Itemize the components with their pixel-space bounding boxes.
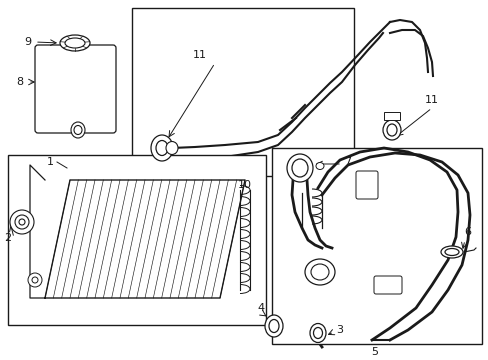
Ellipse shape: [71, 122, 85, 138]
Ellipse shape: [74, 126, 82, 135]
Bar: [132, 8, 353, 176]
Circle shape: [19, 219, 25, 225]
Ellipse shape: [151, 135, 173, 161]
Ellipse shape: [440, 246, 462, 258]
Ellipse shape: [386, 124, 396, 136]
Ellipse shape: [310, 264, 328, 280]
Text: 7: 7: [344, 157, 351, 167]
Circle shape: [32, 277, 38, 283]
Ellipse shape: [286, 154, 312, 182]
Ellipse shape: [315, 162, 324, 170]
FancyBboxPatch shape: [355, 171, 377, 199]
Ellipse shape: [309, 324, 325, 342]
Ellipse shape: [268, 320, 279, 333]
Bar: [271, 148, 481, 344]
Ellipse shape: [305, 259, 334, 285]
Text: 2: 2: [4, 233, 12, 243]
Text: 1: 1: [46, 157, 53, 167]
Ellipse shape: [156, 140, 168, 156]
Text: 11: 11: [193, 50, 206, 60]
Text: 3: 3: [336, 325, 343, 335]
FancyBboxPatch shape: [35, 45, 116, 133]
FancyBboxPatch shape: [373, 276, 401, 294]
Ellipse shape: [264, 315, 283, 337]
Ellipse shape: [382, 120, 400, 140]
Text: 4: 4: [257, 303, 264, 313]
Text: 11: 11: [424, 95, 438, 105]
Text: 9: 9: [24, 37, 32, 47]
Ellipse shape: [313, 328, 322, 338]
Circle shape: [28, 273, 42, 287]
Circle shape: [15, 215, 29, 229]
Text: 8: 8: [17, 77, 23, 87]
Ellipse shape: [444, 248, 458, 256]
Text: 10: 10: [238, 180, 251, 190]
Bar: [8, 155, 265, 325]
Text: 6: 6: [464, 227, 470, 237]
Ellipse shape: [65, 38, 85, 48]
Ellipse shape: [165, 141, 178, 154]
Ellipse shape: [60, 35, 90, 51]
Text: 5: 5: [371, 347, 378, 357]
Bar: [383, 112, 399, 120]
Circle shape: [10, 210, 34, 234]
Ellipse shape: [291, 159, 307, 177]
